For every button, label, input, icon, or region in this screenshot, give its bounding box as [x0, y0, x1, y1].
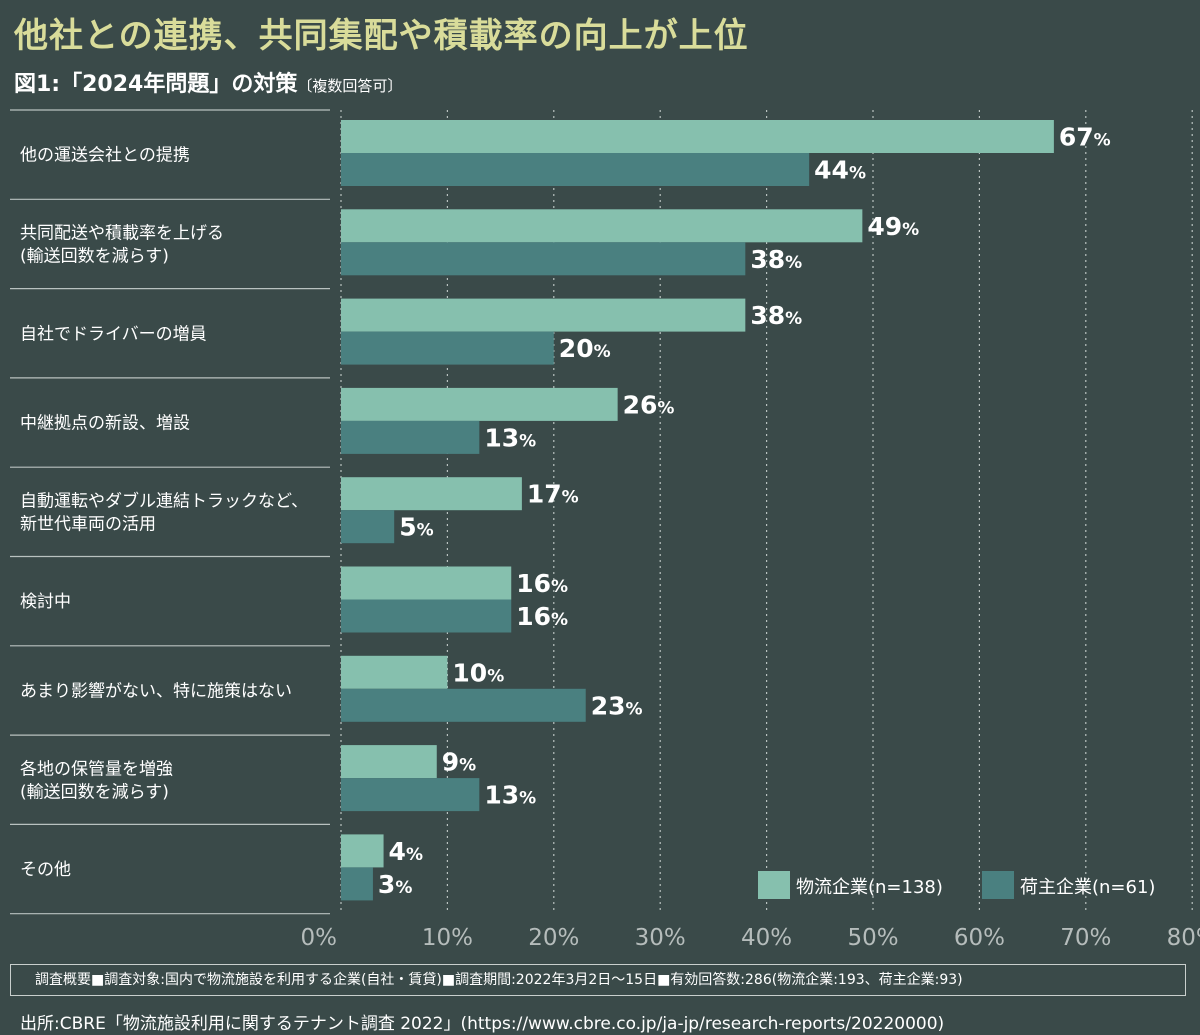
data-label: 26% [623, 390, 675, 419]
data-label: 5% [399, 513, 433, 542]
data-label: 10% [452, 658, 504, 687]
source-note: 出所:CBRE「物流施設利用に関するテナント調査 2022」(https://w… [20, 1014, 945, 1034]
data-label: 49% [867, 212, 919, 241]
x-tick-label: 60% [954, 925, 1005, 951]
data-label: 38% [750, 245, 802, 274]
bar-shipper [341, 153, 810, 186]
data-label: 13% [484, 423, 536, 452]
data-label: 20% [559, 334, 611, 363]
chart-title: 他社との連携、共同集配や積載率の向上が上位 [14, 16, 749, 56]
bar-logistics [341, 745, 437, 779]
category-label: (輸送回数を減らす) [20, 782, 169, 802]
bar-logistics [341, 209, 863, 243]
category-label: その他 [20, 860, 71, 880]
bar-shipper [341, 867, 373, 901]
chart-subtitle: 図1:「2024年問題」の対策〔複数回答可〕 [14, 66, 402, 98]
bar-chart: 他の運送会社との提携 67% 44% 共同配送や積載率を上げる (輸送回数を減らす) 49… [10, 109, 1200, 951]
category-label: 中継拠点の新設、増設 [20, 414, 190, 434]
bar-shipper [341, 242, 746, 276]
legend-swatch [758, 871, 790, 899]
data-label: 44% [814, 156, 866, 185]
bar-logistics [341, 655, 448, 689]
subtitle-text: 図1:「2024年問題」の対策 [14, 72, 298, 97]
bar-shipper [341, 510, 395, 544]
bar-logistics [341, 834, 384, 868]
category-label: (輸送回数を減らす) [20, 246, 169, 266]
data-label: 38% [750, 301, 802, 330]
category-label: 検討中 [20, 592, 71, 612]
x-tick-label: 50% [847, 925, 898, 951]
data-label: 9% [442, 748, 476, 777]
x-tick-label: 70% [1060, 925, 1111, 951]
bar-shipper [341, 599, 512, 633]
category-label: 各地の保管量を増強 [20, 759, 173, 779]
bar-shipper [341, 778, 480, 812]
x-tick-label: 0% [301, 925, 338, 951]
data-label: 13% [484, 781, 536, 810]
legend-label: 荷主企業(n=61) [1020, 877, 1155, 898]
x-tick-label: 80% [1167, 925, 1200, 951]
data-label: 4% [389, 837, 423, 866]
bar-shipper [341, 331, 554, 365]
bar-logistics [341, 566, 512, 600]
x-tick-label: 20% [528, 925, 579, 951]
category-label: 自動運転やダブル連結トラックなど、 [20, 490, 308, 511]
category-label: 自社でドライバーの増員 [20, 324, 207, 344]
x-tick-label: 40% [741, 925, 792, 951]
data-label: 16% [516, 602, 568, 631]
bar-shipper [341, 420, 480, 454]
bar-logistics [341, 387, 618, 421]
bar-logistics [341, 120, 1054, 153]
bar-shipper [341, 688, 586, 722]
data-label: 17% [527, 480, 579, 509]
x-tick-label: 10% [422, 925, 473, 951]
data-label: 16% [516, 569, 568, 598]
x-tick-label: 30% [635, 925, 686, 951]
category-label: 共同配送や積載率を上げる [20, 223, 224, 243]
bar-logistics [341, 298, 746, 332]
category-label: 新世代車両の活用 [20, 514, 156, 534]
survey-footnote: 調査概要■調査対象:国内で物流施設を利用する企業(自社・賃貸)■調査期間:202… [10, 964, 1186, 996]
data-label: 3% [378, 870, 412, 899]
data-label: 23% [591, 691, 643, 720]
bar-logistics [341, 477, 522, 511]
legend-label: 物流企業(n=138) [796, 877, 943, 898]
category-label: 他の運送会社との提携 [20, 146, 190, 166]
data-label: 67% [1059, 123, 1111, 152]
legend-swatch [982, 871, 1014, 899]
category-label: あまり影響がない、特に施策はない [20, 681, 292, 701]
subtitle-note: 〔複数回答可〕 [297, 77, 403, 95]
